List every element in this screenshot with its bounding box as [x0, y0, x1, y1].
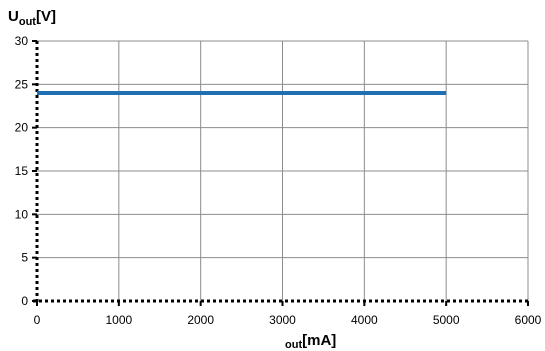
axis-ticks [32, 40, 529, 306]
x-tick-label: 0 [34, 313, 41, 327]
x-tick-label: 1000 [105, 313, 132, 327]
y-axis-title-sub: out [19, 16, 36, 28]
y-axis-title-suffix: [V] [36, 8, 56, 25]
y-tick-label: 20 [15, 121, 29, 135]
y-axis-title-main: U [8, 8, 19, 25]
x-tick-label: 2000 [187, 313, 214, 327]
axes [33, 41, 528, 305]
x-axis-title: out[mA] [285, 332, 336, 351]
x-tick-label: 3000 [269, 313, 296, 327]
tick-labels: 0 5 10 15 20 25 30 0 1000 2000 3000 4000 5000 6000 [15, 34, 542, 327]
y-tick-label: 25 [15, 77, 29, 91]
y-tick-label: 15 [15, 164, 29, 178]
y-tick-label: 10 [15, 207, 29, 221]
y-tick-label: 30 [15, 34, 29, 48]
grid [37, 40, 529, 301]
x-tick-label: 6000 [515, 313, 542, 327]
y-tick-label: 0 [21, 294, 28, 308]
x-axis-title-suffix: [mA] [302, 332, 336, 349]
x-axis-title-sub: out [285, 339, 302, 351]
x-tick-label: 4000 [351, 313, 378, 327]
y-tick-label: 5 [21, 251, 28, 265]
x-tick-label: 5000 [433, 313, 460, 327]
y-axis-title: Uout[V] [8, 8, 56, 28]
